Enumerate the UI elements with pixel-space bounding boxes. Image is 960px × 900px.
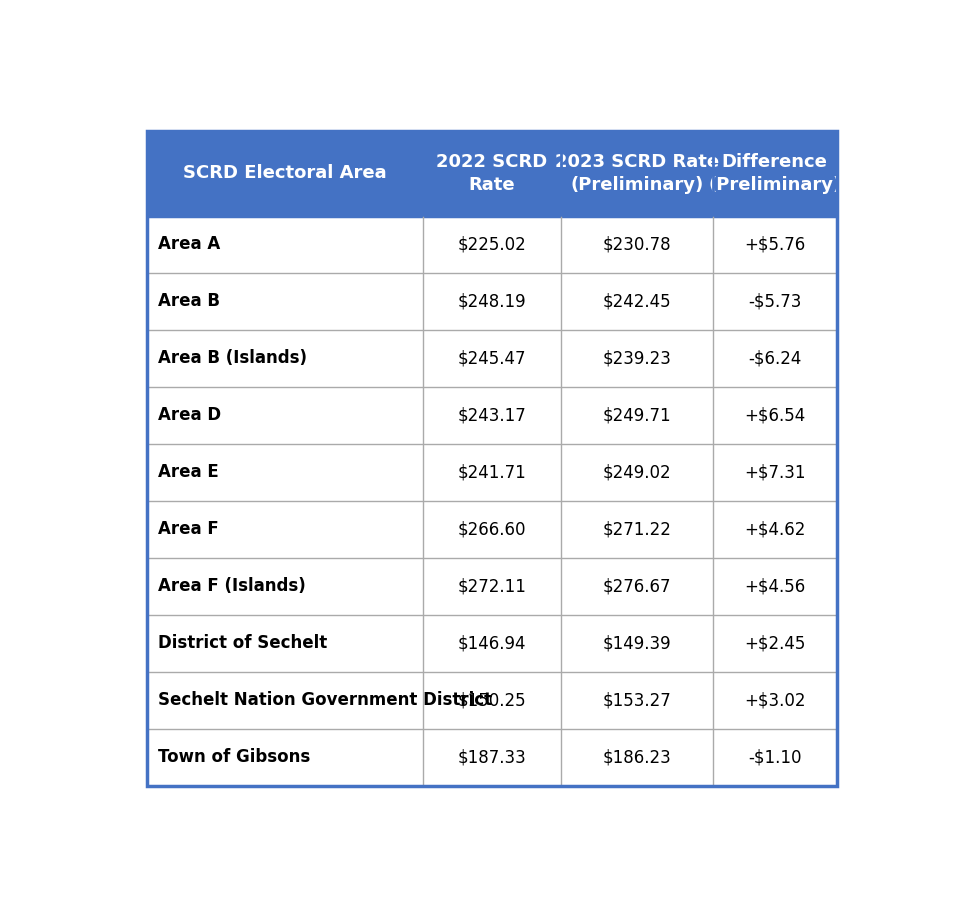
Text: +$3.02: +$3.02 [744, 691, 805, 709]
Bar [147, 444, 423, 500]
Text: 2022 SCRD
Rate: 2022 SCRD Rate [437, 153, 547, 194]
Text: +$4.56: +$4.56 [744, 577, 805, 595]
Text: +$2.45: +$2.45 [744, 634, 805, 652]
Bar [712, 671, 837, 729]
Bar [147, 729, 423, 786]
Bar [561, 273, 712, 329]
Bar [423, 558, 561, 615]
Text: Difference
(Preliminary): Difference (Preliminary) [708, 153, 841, 194]
Text: $146.94: $146.94 [458, 634, 526, 652]
Bar [561, 444, 712, 500]
Bar [147, 671, 423, 729]
Text: $150.25: $150.25 [458, 691, 526, 709]
Text: SCRD Electoral Area: SCRD Electoral Area [183, 165, 387, 183]
Bar [423, 273, 561, 329]
Text: Sechelt Nation Government District: Sechelt Nation Government District [158, 691, 492, 709]
Bar [423, 615, 561, 671]
Bar [561, 329, 712, 387]
Text: -$5.73: -$5.73 [748, 292, 802, 310]
Text: $153.27: $153.27 [603, 691, 671, 709]
Text: $186.23: $186.23 [603, 748, 671, 766]
Text: Area F (Islands): Area F (Islands) [158, 577, 305, 595]
Text: Area D: Area D [158, 406, 221, 424]
Text: Area F: Area F [158, 520, 219, 538]
Bar [712, 729, 837, 786]
Text: $271.22: $271.22 [603, 520, 671, 538]
Text: $225.02: $225.02 [458, 235, 526, 253]
Text: +$5.76: +$5.76 [744, 235, 805, 253]
Bar [147, 387, 423, 444]
Text: +$7.31: +$7.31 [744, 464, 805, 482]
Text: $248.19: $248.19 [458, 292, 526, 310]
Bar [423, 329, 561, 387]
Text: $276.67: $276.67 [603, 577, 671, 595]
Bar [712, 500, 837, 558]
Text: $149.39: $149.39 [603, 634, 671, 652]
Bar [147, 500, 423, 558]
Bar [712, 387, 837, 444]
Text: $187.33: $187.33 [458, 748, 526, 766]
Bar [561, 500, 712, 558]
Bar [712, 329, 837, 387]
Bar [423, 500, 561, 558]
Bar [561, 671, 712, 729]
Text: +$6.54: +$6.54 [744, 406, 805, 424]
Bar [423, 216, 561, 273]
Text: 2023 SCRD Rate
(Preliminary): 2023 SCRD Rate (Preliminary) [555, 153, 719, 194]
Bar [561, 216, 712, 273]
Bar [561, 615, 712, 671]
Bar [712, 273, 837, 329]
Text: $230.78: $230.78 [603, 235, 671, 253]
Bar [423, 387, 561, 444]
Bar [147, 329, 423, 387]
Text: $241.71: $241.71 [458, 464, 526, 482]
Bar [423, 671, 561, 729]
Bar [147, 216, 423, 273]
Bar [561, 729, 712, 786]
Bar [712, 558, 837, 615]
Bar [147, 615, 423, 671]
Bar [561, 387, 712, 444]
Bar [147, 558, 423, 615]
Text: $249.02: $249.02 [603, 464, 671, 482]
Bar [712, 131, 837, 216]
Text: $243.17: $243.17 [458, 406, 526, 424]
Text: Area B: Area B [158, 292, 220, 310]
Text: $272.11: $272.11 [458, 577, 526, 595]
Bar [423, 131, 561, 216]
Bar [561, 558, 712, 615]
Text: Area A: Area A [158, 235, 220, 253]
Text: Area E: Area E [158, 464, 219, 482]
Text: District of Sechelt: District of Sechelt [158, 634, 327, 652]
Text: $239.23: $239.23 [603, 349, 671, 367]
Text: Town of Gibsons: Town of Gibsons [158, 748, 310, 766]
Bar [423, 444, 561, 500]
Text: +$4.62: +$4.62 [744, 520, 805, 538]
Text: $242.45: $242.45 [603, 292, 671, 310]
Bar [561, 131, 712, 216]
Bar [712, 444, 837, 500]
Text: -$1.10: -$1.10 [748, 748, 802, 766]
Bar [147, 131, 423, 216]
Bar [712, 615, 837, 671]
Text: $249.71: $249.71 [603, 406, 671, 424]
Text: -$6.24: -$6.24 [748, 349, 802, 367]
Bar [712, 216, 837, 273]
Text: $245.47: $245.47 [458, 349, 526, 367]
Bar [147, 273, 423, 329]
Text: Area B (Islands): Area B (Islands) [158, 349, 307, 367]
Text: $266.60: $266.60 [458, 520, 526, 538]
Bar [423, 729, 561, 786]
